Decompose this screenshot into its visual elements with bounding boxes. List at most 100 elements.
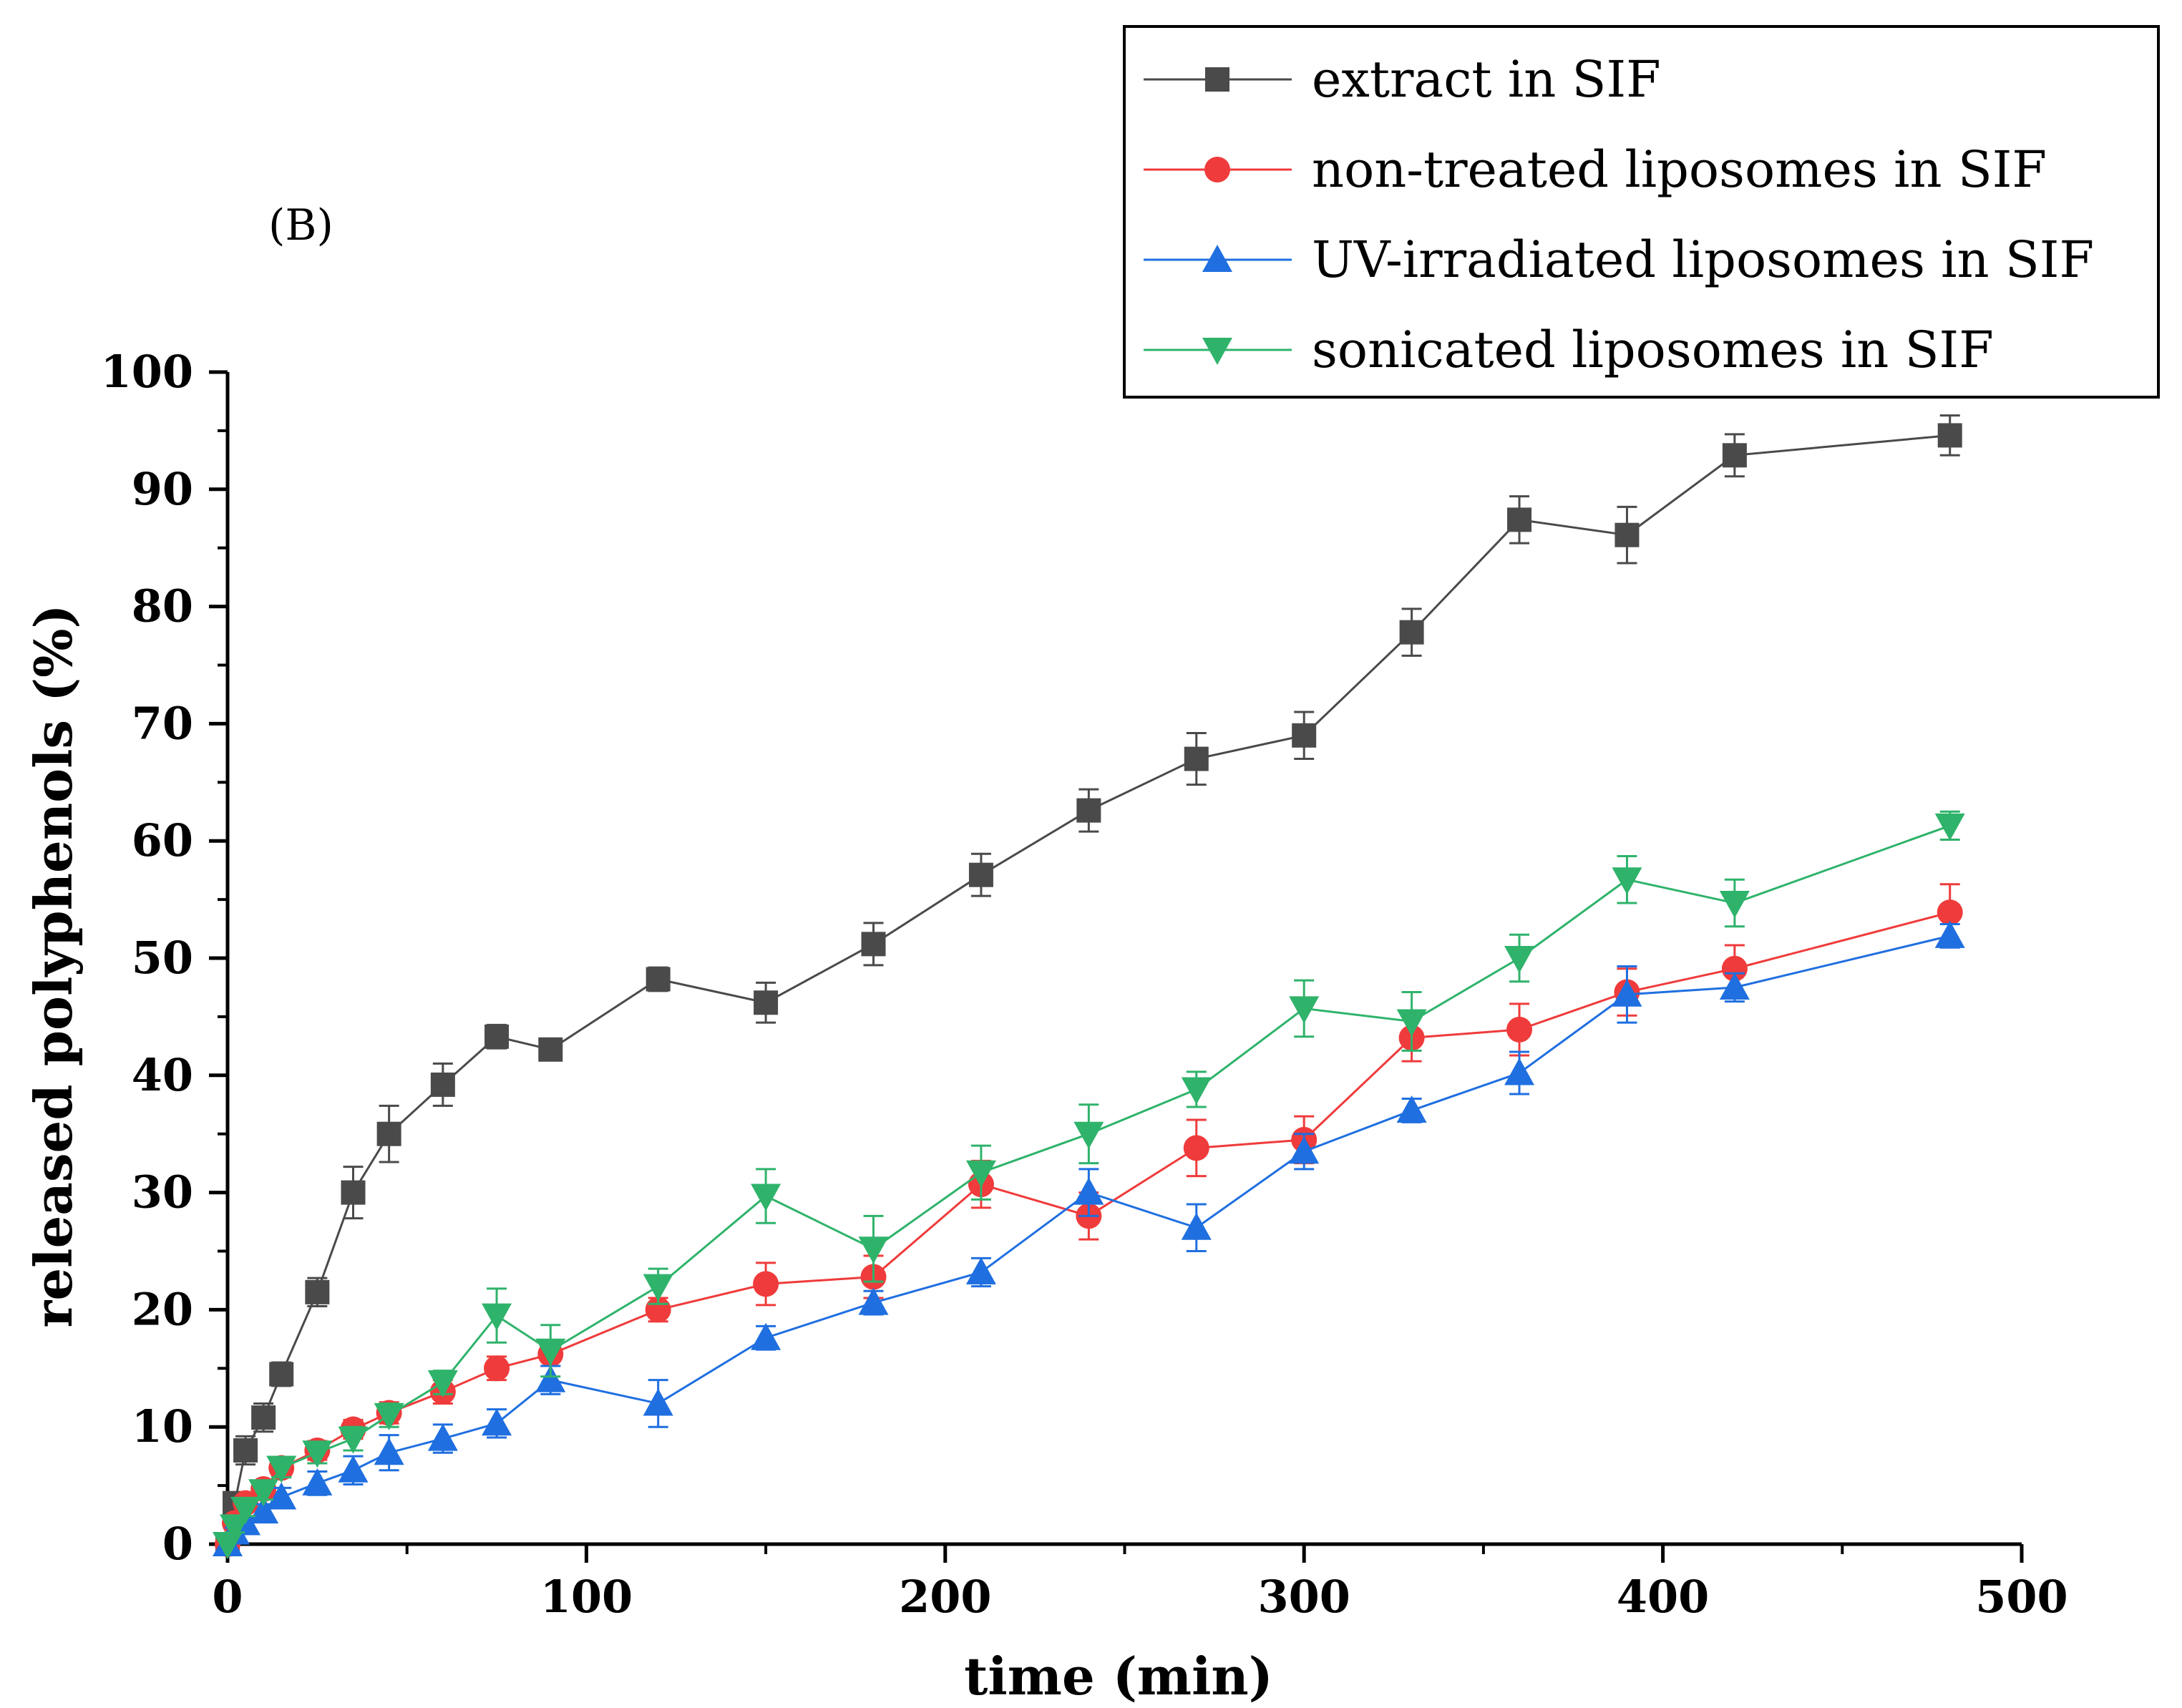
data-point [1076,798,1101,823]
data-point [1614,522,1640,547]
data-point [861,932,886,957]
data-point [968,862,993,887]
data-point [251,1405,276,1430]
data-point [338,1426,369,1454]
legend-label: extract in SIF [1312,50,1661,109]
data-point [427,1370,458,1397]
data-point [538,1037,563,1062]
data-point [1396,1009,1427,1037]
x-tick-label: 300 [1257,1571,1350,1623]
y-tick-label: 100 [101,346,193,398]
data-point [1399,620,1424,645]
x-tick-label: 100 [540,1571,633,1623]
y-tick-label: 50 [132,932,193,984]
data-point [1722,443,1747,468]
data-point [302,1440,333,1468]
data-point [858,1236,889,1264]
data-point [1719,972,1750,1000]
data-point [643,1274,673,1302]
x-tick-label: 500 [1975,1571,2067,1623]
legend-label: sonicated liposomes in SIF [1312,321,1994,379]
data-point [1937,899,1963,926]
data-point [646,967,671,992]
data-point [1292,723,1317,748]
data-point [1181,1212,1212,1240]
series-1 [215,883,1963,1557]
x-tick-label: 0 [212,1571,243,1623]
data-point [1289,996,1320,1024]
data-point [1612,867,1642,895]
legend-item: extract in SIF [1144,50,1661,109]
y-tick-label: 30 [132,1166,193,1219]
legend-marker [1205,67,1229,92]
data-point [430,1072,455,1097]
data-point [753,1271,779,1297]
data-point [1612,979,1642,1007]
data-point [374,1438,404,1465]
data-point [305,1279,330,1304]
data-point [1504,1058,1535,1085]
data-point [1073,1121,1104,1149]
data-point [266,1482,297,1510]
x-axis-title: time (min) [964,1646,1273,1707]
data-point [484,1355,510,1382]
data-point [376,1121,401,1146]
data-point [484,1024,510,1049]
series-0 [215,414,1962,1556]
data-point [1721,955,1748,982]
data-point [338,1455,369,1483]
data-point [220,1514,250,1542]
data-point [427,1423,458,1451]
y-tick-label: 20 [132,1283,193,1335]
data-point [341,1180,366,1205]
x-tick-label: 200 [899,1571,991,1623]
data-point [1181,1077,1212,1105]
y-axis-title: released polyphenols (%) [23,604,84,1327]
legend-box [1123,25,2160,399]
legend-marker [1202,338,1232,365]
y-tick-label: 40 [132,1049,193,1101]
data-point [754,990,779,1015]
legend-marker [1202,245,1232,272]
y-tick-label: 80 [132,580,193,633]
data-point [1934,813,1965,841]
data-point [482,1303,512,1331]
data-point [482,1408,512,1436]
y-tick-label: 70 [132,697,193,749]
y-tick-label: 60 [132,814,193,867]
data-point [248,1479,279,1507]
legend: extract in SIF non-treated liposomes in S… [1123,25,2160,399]
legend-marker [1204,157,1230,182]
data-point [1507,507,1532,532]
legend-item: sonicated liposomes in SIF [1144,321,1994,379]
legend-label: non-treated liposomes in SIF [1312,140,2047,199]
data-point [1506,1016,1533,1043]
y-tick-label: 0 [162,1518,193,1570]
legend-label: UV-irradiated liposomes in SIF [1312,230,2094,289]
data-point [751,1184,781,1211]
data-point [643,1388,673,1416]
data-point [1184,746,1209,771]
data-point [269,1362,294,1387]
data-point [1396,1095,1427,1123]
data-point [266,1455,297,1483]
y-tick-label: 90 [132,463,193,515]
data-point [1937,423,1962,448]
data-point [1183,1135,1209,1161]
data-point [248,1496,279,1524]
data-point [374,1402,404,1430]
x-tick-label: 400 [1617,1571,1709,1623]
data-point [230,1496,261,1524]
data-point [751,1322,781,1350]
y-tick-label: 10 [132,1400,193,1453]
panel-label: (B) [268,200,333,250]
data-point [1719,891,1750,919]
data-point [535,1338,566,1366]
legend-item: non-treated liposomes in SIF [1144,140,2047,199]
data-point [233,1438,258,1463]
data-point [535,1365,566,1392]
plot-axes: 0 100 200 300 400 500 0 10 20 30 40 50 60 70 80 90 100 [101,346,2068,1623]
data-point [1934,920,1965,948]
data-point [1073,1177,1104,1205]
